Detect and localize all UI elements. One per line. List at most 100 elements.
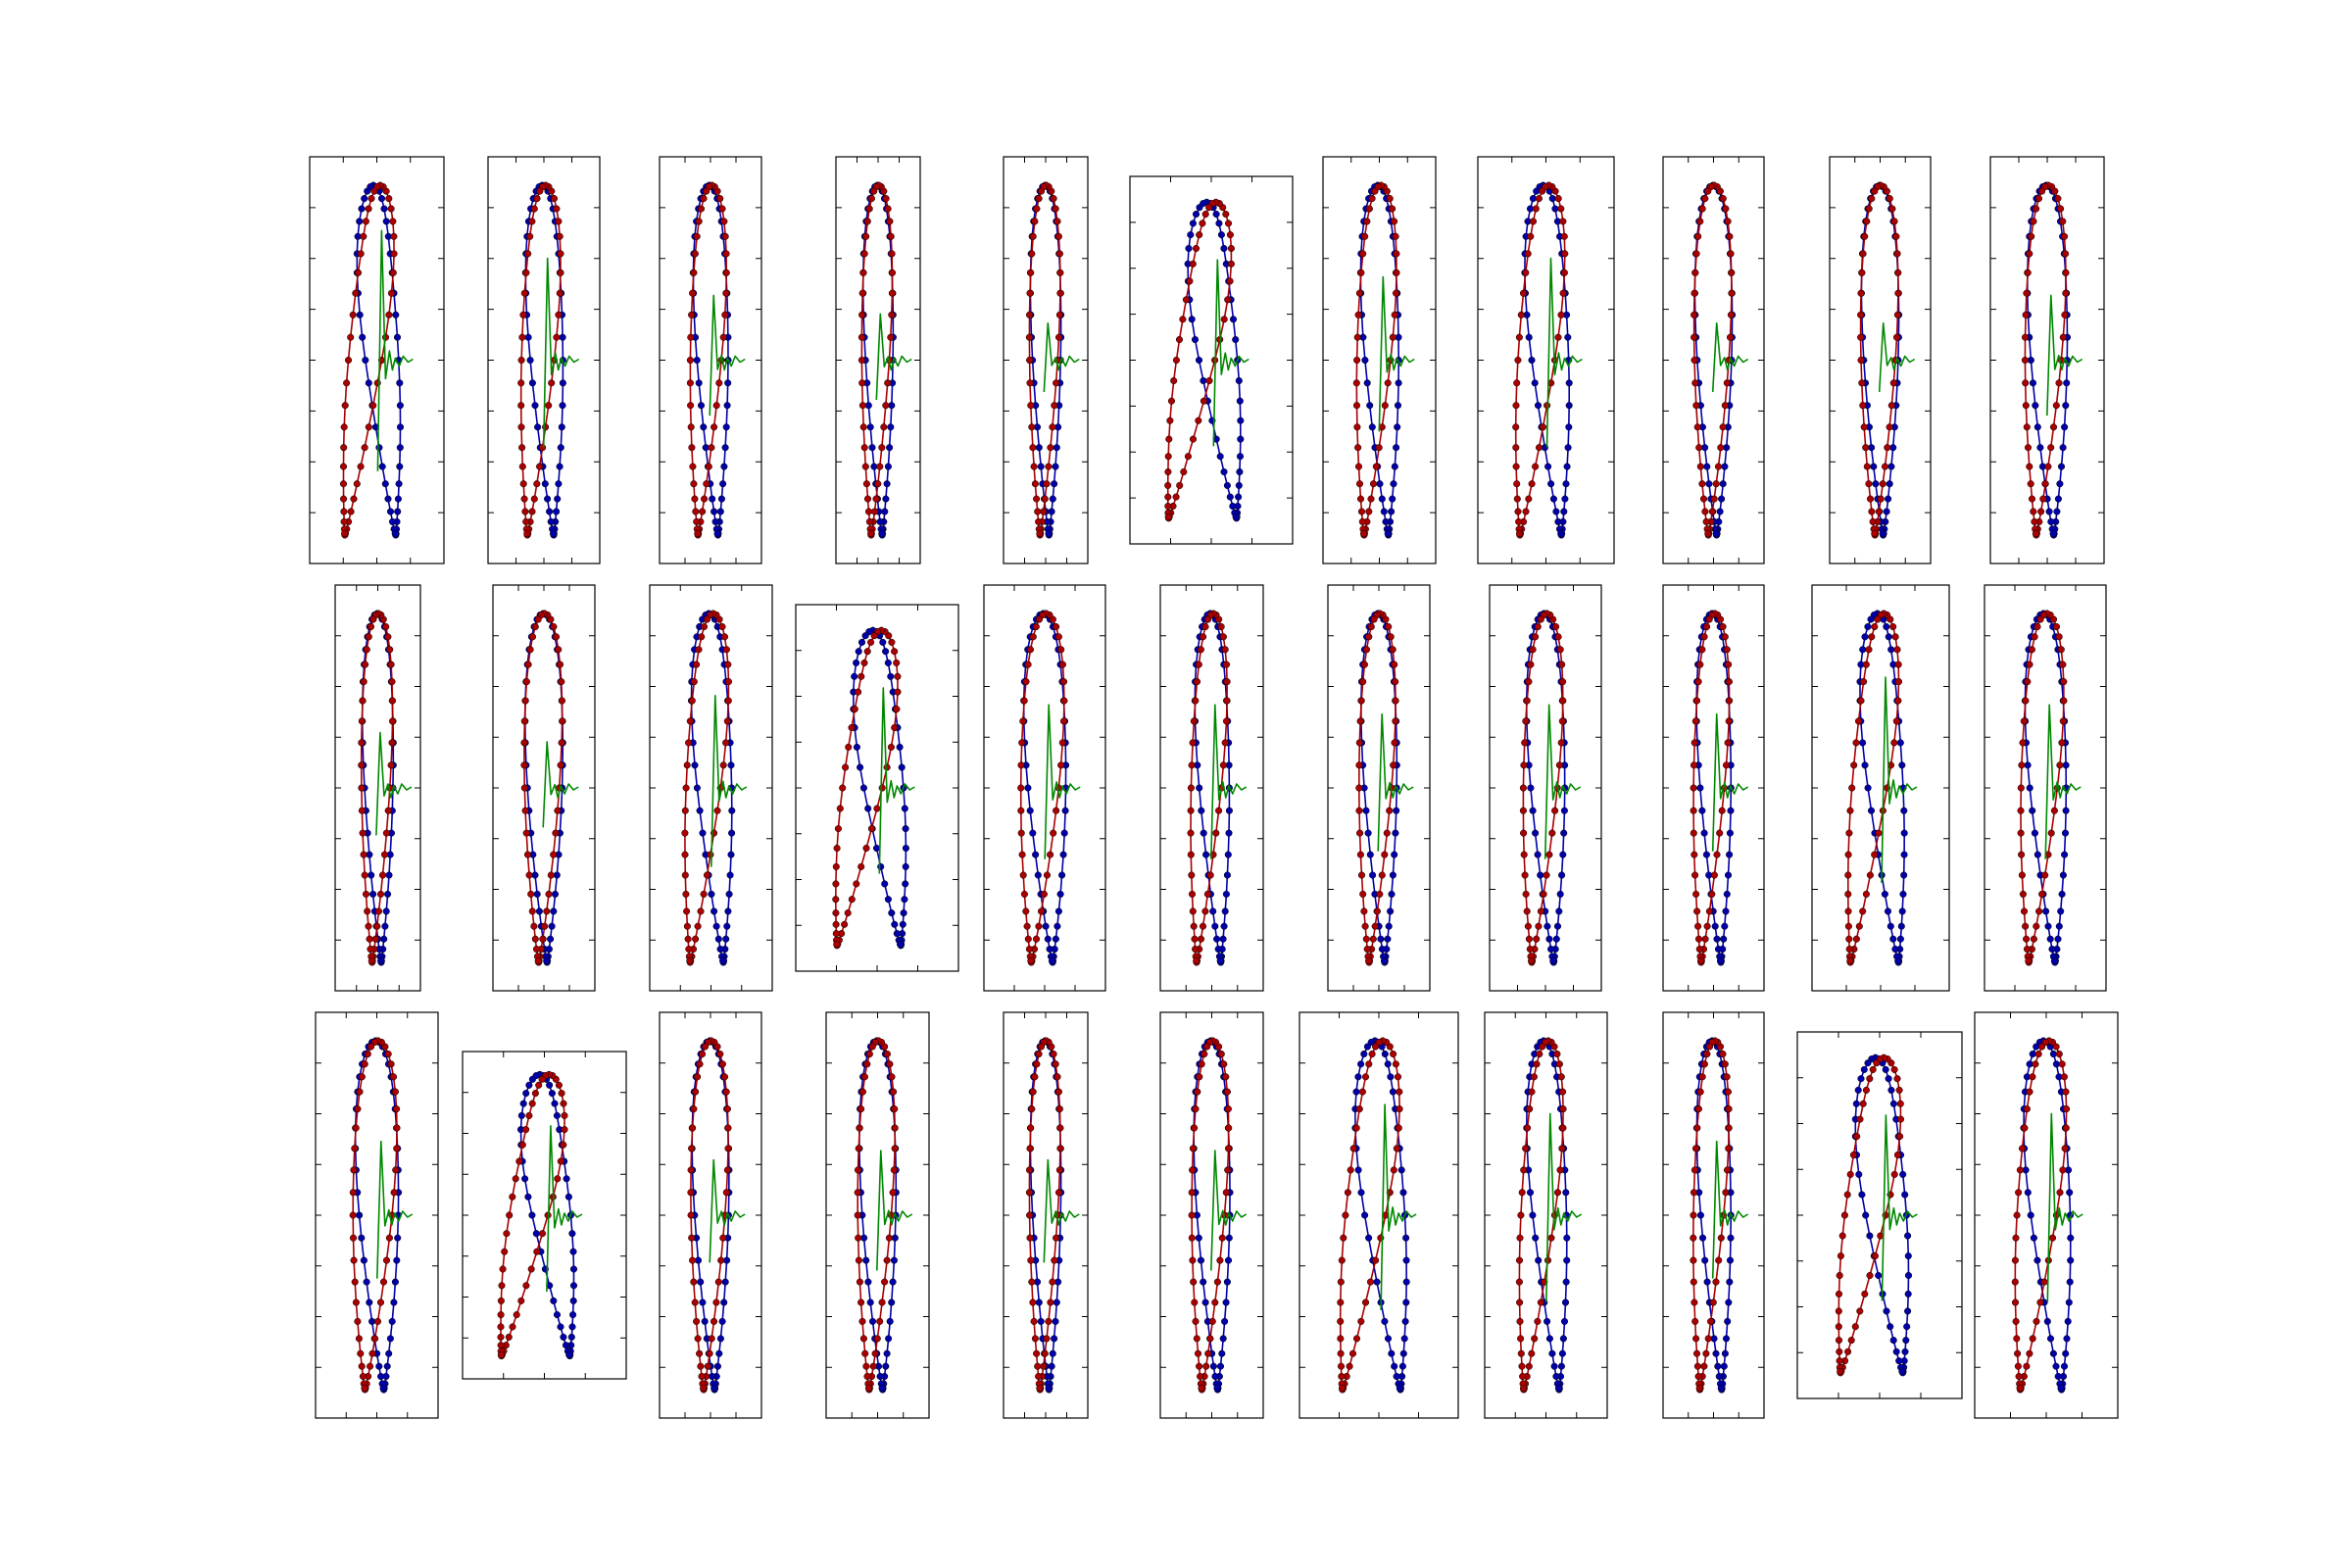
green-series-line xyxy=(710,695,748,867)
red-series-point xyxy=(389,218,397,225)
blue-series-point xyxy=(693,356,701,365)
red-series-point xyxy=(1018,851,1026,858)
red-series-point xyxy=(1850,761,1858,769)
red-series-point xyxy=(382,622,390,631)
red-series-point xyxy=(518,1141,526,1149)
red-series-point xyxy=(1376,890,1384,898)
red-series-point xyxy=(2059,1166,2067,1174)
red-series-point xyxy=(1019,871,1027,879)
red-series-point xyxy=(722,250,730,258)
red-series-point xyxy=(1515,1256,1524,1264)
subplot-10 xyxy=(1829,156,1932,564)
red-series-point xyxy=(1197,935,1205,943)
blue-series-point xyxy=(2058,890,2066,898)
red-series-point xyxy=(1360,907,1368,915)
blue-series-point xyxy=(1902,1337,1910,1345)
red-series-point xyxy=(1195,416,1202,424)
blue-series-point xyxy=(902,825,909,833)
subplot-6 xyxy=(1129,175,1294,545)
red-series-point xyxy=(1357,871,1366,879)
red-series-point xyxy=(1349,1145,1357,1152)
blue-series-point xyxy=(1900,851,1908,858)
blue-series-point xyxy=(878,1384,886,1393)
red-series-point xyxy=(359,1372,367,1381)
red-series-point xyxy=(1198,1060,1205,1068)
blue-series-point xyxy=(1219,935,1227,943)
red-series-point xyxy=(1028,1278,1036,1286)
red-series-point xyxy=(869,1362,877,1370)
red-series-point xyxy=(2021,356,2029,365)
red-series-point xyxy=(1367,495,1375,503)
red-series-point xyxy=(692,935,700,943)
red-series-point xyxy=(1854,717,1863,725)
red-series-point xyxy=(532,945,541,954)
red-series-point xyxy=(1873,1059,1881,1067)
blue-series-point xyxy=(1550,1362,1558,1370)
red-series-point xyxy=(1857,289,1865,297)
red-series-point xyxy=(498,1282,506,1290)
blue-series-point xyxy=(551,1100,559,1107)
blue-series-point xyxy=(1885,1075,1892,1083)
blue-series-point xyxy=(1527,784,1535,792)
red-series-point xyxy=(2060,1073,2068,1081)
axes-frame xyxy=(659,156,762,564)
blue-series-point xyxy=(902,862,909,870)
blue-series-point xyxy=(2027,1211,2034,1219)
red-series-point xyxy=(1893,250,1901,258)
red-series-point xyxy=(385,195,393,203)
blue-series-point xyxy=(1211,922,1219,930)
red-series-point xyxy=(1028,1105,1036,1113)
green-series-line xyxy=(1711,1140,1749,1279)
subplot-12 xyxy=(334,584,421,992)
blue-series-point xyxy=(1726,829,1734,837)
red-series-point xyxy=(690,1105,698,1113)
blue-series-point xyxy=(877,862,885,870)
red-series-point xyxy=(1052,205,1059,213)
red-series-point xyxy=(1035,1050,1043,1058)
red-series-point xyxy=(1889,379,1897,387)
blue-series-point xyxy=(1048,956,1056,965)
blue-series-point xyxy=(1548,1349,1556,1357)
red-series-point xyxy=(1691,871,1699,879)
red-series-point xyxy=(1512,463,1520,470)
blue-series-point xyxy=(712,922,720,930)
blue-series-point xyxy=(1220,244,1228,253)
red-series-point xyxy=(1395,1124,1402,1132)
red-series-point xyxy=(1846,956,1854,965)
red-series-point xyxy=(1869,1065,1877,1073)
blue-series-point xyxy=(1048,1362,1055,1370)
red-series-point xyxy=(888,311,896,318)
blue-series-point xyxy=(565,1350,573,1358)
blue-series-point xyxy=(2042,907,2050,915)
red-series-point xyxy=(686,356,694,365)
blue-series-point xyxy=(864,805,872,812)
red-series-point xyxy=(856,1278,863,1286)
red-series-point xyxy=(2020,717,2028,725)
red-series-point xyxy=(368,195,375,203)
red-series-point xyxy=(1389,333,1396,341)
red-series-point xyxy=(1723,646,1731,654)
red-series-point xyxy=(860,659,868,666)
red-series-point xyxy=(868,1043,876,1051)
blue-series-point xyxy=(1198,807,1205,814)
red-series-point xyxy=(1355,761,1363,769)
red-series-point xyxy=(1696,1088,1704,1096)
blue-series-point xyxy=(1713,935,1721,943)
red-series-point xyxy=(2026,1088,2034,1096)
blue-series-point xyxy=(1558,871,1566,879)
red-series-point xyxy=(2025,956,2033,965)
red-series-point xyxy=(886,1060,894,1068)
red-series-point xyxy=(1368,195,1376,203)
red-series-point xyxy=(1027,1256,1035,1264)
red-series-point xyxy=(369,402,377,410)
red-series-point xyxy=(1028,250,1036,258)
red-series-point xyxy=(851,706,858,713)
red-series-point xyxy=(832,920,840,928)
blue-series-point xyxy=(890,1256,898,1264)
red-series-point xyxy=(1189,739,1197,747)
blue-series-point xyxy=(888,402,896,410)
blue-series-point xyxy=(1562,480,1570,488)
red-series-point xyxy=(855,1145,862,1152)
red-series-point xyxy=(1054,218,1061,225)
green-series-line xyxy=(1878,321,1916,392)
